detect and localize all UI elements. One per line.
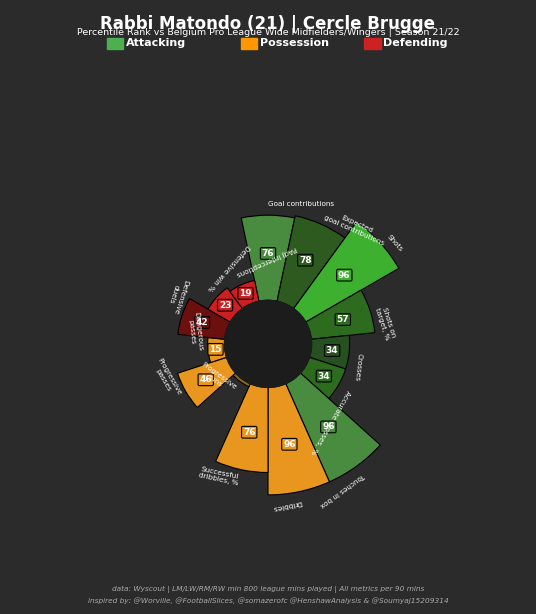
Wedge shape	[268, 384, 330, 495]
Text: Dribbles: Dribbles	[272, 499, 302, 511]
Text: Possession: Possession	[260, 38, 329, 48]
Text: Successful
dribbles, %: Successful dribbles, %	[198, 465, 240, 487]
Text: 46: 46	[199, 375, 212, 384]
Text: 42: 42	[196, 318, 209, 327]
Text: 15: 15	[209, 345, 222, 354]
Wedge shape	[309, 335, 349, 369]
Wedge shape	[230, 281, 259, 309]
Text: Attacking: Attacking	[126, 38, 186, 48]
Text: Defensive win %: Defensive win %	[206, 244, 251, 292]
Text: 96: 96	[322, 422, 334, 432]
Wedge shape	[286, 373, 380, 482]
Text: 34: 34	[317, 371, 330, 381]
Wedge shape	[178, 298, 230, 340]
Text: Expected
goal contributions: Expected goal contributions	[323, 208, 388, 247]
Wedge shape	[215, 384, 268, 473]
Text: 19: 19	[239, 289, 252, 298]
Text: Shots on
target, %: Shots on target, %	[374, 305, 397, 341]
Wedge shape	[177, 357, 236, 408]
Text: Dangerous
passes: Dangerous passes	[187, 311, 204, 352]
Text: Progressive
runs: Progressive runs	[196, 361, 238, 396]
Wedge shape	[294, 222, 399, 322]
Text: Percentile Rank vs Belgium Pro League Wide Midfielders/Wingers | Season 21/22: Percentile Rank vs Belgium Pro League Wi…	[77, 28, 459, 37]
Text: data: Wyscout | LM/LW/RM/RW min 800 league mins played | All metrics per 90 mins: data: Wyscout | LM/LW/RM/RW min 800 leag…	[112, 586, 424, 593]
Text: Touches in box: Touches in box	[319, 472, 365, 508]
Text: 23: 23	[219, 301, 232, 309]
Wedge shape	[277, 216, 345, 309]
Wedge shape	[233, 373, 250, 387]
Text: Defensive
duels: Defensive duels	[165, 276, 189, 314]
Text: 76: 76	[262, 249, 274, 258]
Text: 78: 78	[299, 255, 311, 265]
Text: Progressive
passes: Progressive passes	[150, 357, 182, 400]
Text: inspired by: @Worville, @FootballSlices, @somazerofc @HenshawAnalysis & @Soumyaj: inspired by: @Worville, @FootballSlices,…	[87, 597, 449, 604]
Wedge shape	[207, 338, 227, 362]
Text: 96: 96	[283, 440, 296, 449]
Wedge shape	[300, 357, 346, 398]
Wedge shape	[208, 288, 242, 322]
Text: Accurate crosses, %: Accurate crosses, %	[309, 389, 351, 455]
Wedge shape	[306, 290, 375, 340]
Text: 34: 34	[326, 346, 338, 355]
Text: 57: 57	[337, 315, 349, 324]
Circle shape	[225, 300, 311, 387]
Text: Defending: Defending	[383, 38, 448, 48]
Text: 96: 96	[338, 271, 351, 279]
Text: Rabbi Matondo (21) | Cercle Brugge: Rabbi Matondo (21) | Cercle Brugge	[101, 15, 435, 33]
Text: Crosses: Crosses	[354, 353, 363, 382]
Text: PAdj Interceptions: PAdj Interceptions	[236, 246, 298, 278]
Text: Goal contributions: Goal contributions	[268, 201, 334, 208]
Text: Shots: Shots	[386, 233, 404, 252]
Wedge shape	[241, 215, 295, 301]
Text: 76: 76	[243, 428, 256, 437]
